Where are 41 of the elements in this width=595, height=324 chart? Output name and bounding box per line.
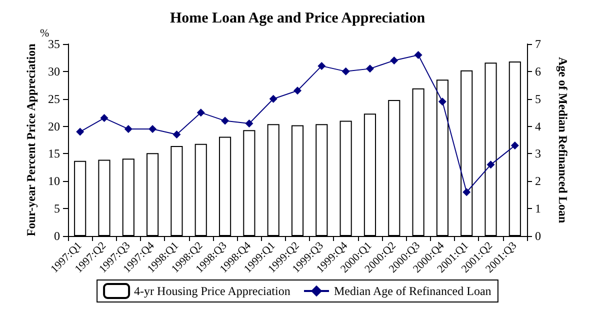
point [245, 120, 254, 128]
y-tick-label: 5 [54, 202, 60, 216]
point [294, 86, 302, 95]
point [100, 114, 108, 122]
point [148, 125, 157, 134]
y2-tick-label: 0 [535, 229, 541, 243]
y2-tick-label: 3 [535, 146, 541, 161]
y-tick-label: 15 [48, 146, 60, 161]
point [342, 67, 350, 76]
point [76, 128, 84, 136]
y2-tick-label: 4 [535, 119, 541, 134]
y-tick-label: 35 [48, 37, 60, 51]
y-tick-label: 25 [48, 92, 60, 106]
point [269, 94, 278, 103]
y2-tick-label: 2 [535, 174, 541, 188]
point [196, 108, 205, 117]
y2-tick-label: 6 [535, 64, 541, 78]
y-axis-title: Four-year Percent Price Appreciation [24, 43, 38, 236]
point [414, 50, 422, 59]
point [462, 188, 471, 196]
point [366, 64, 374, 73]
point [318, 62, 326, 70]
y2-axis-title: Age of Median Refinanced Loan [556, 57, 570, 224]
chart-title: Home Loan Age and Price Appreciation [170, 10, 426, 26]
y-tick-label: 30 [48, 64, 60, 78]
text: % [40, 28, 50, 40]
y2-tick-label: 7 [535, 37, 541, 51]
point [390, 56, 398, 64]
y-tick-label: 20 [48, 119, 60, 134]
point [486, 160, 495, 169]
point [124, 125, 132, 134]
point [172, 130, 181, 139]
y2-tick-label: 5 [535, 92, 541, 106]
point [438, 98, 446, 106]
point [510, 141, 519, 150]
y-tick-label: 10 [48, 174, 60, 188]
legend-label: 4-yr Housing Price Appreciation [134, 284, 290, 298]
point [221, 116, 230, 125]
y-tick-label: 0 [54, 229, 60, 243]
legend-label: Median Age of Refinanced Loan [334, 284, 492, 298]
y2-tick-label: 1 [535, 202, 541, 216]
